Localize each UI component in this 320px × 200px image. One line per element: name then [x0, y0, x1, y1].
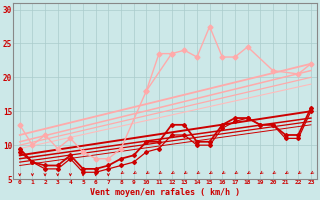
- X-axis label: Vent moyen/en rafales ( km/h ): Vent moyen/en rafales ( km/h ): [90, 188, 240, 197]
